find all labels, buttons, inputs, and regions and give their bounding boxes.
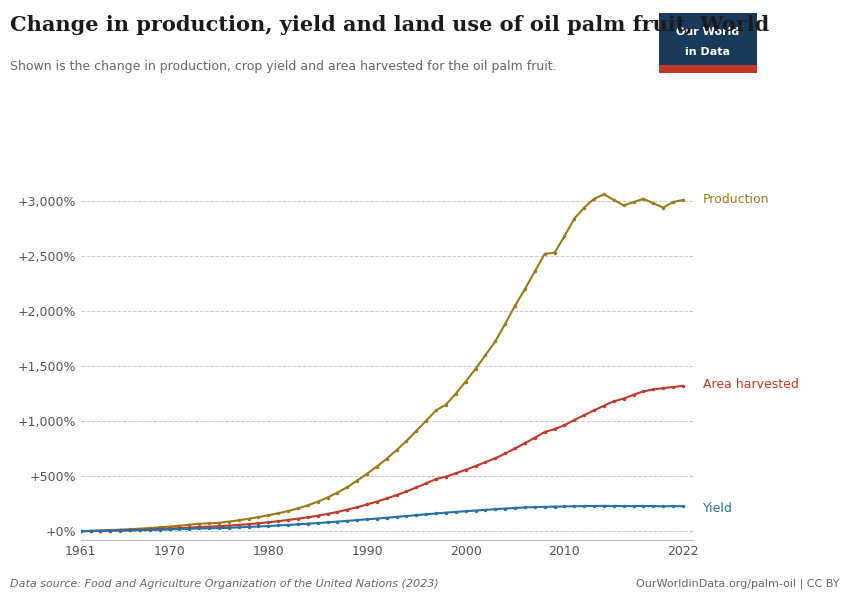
- Text: Yield: Yield: [703, 502, 733, 515]
- Text: Our World: Our World: [676, 28, 740, 37]
- Text: Shown is the change in production, crop yield and area harvested for the oil pal: Shown is the change in production, crop …: [10, 60, 557, 73]
- Text: Data source: Food and Agriculture Organization of the United Nations (2023): Data source: Food and Agriculture Organi…: [10, 579, 439, 589]
- Text: OurWorldinData.org/palm-oil | CC BY: OurWorldinData.org/palm-oil | CC BY: [637, 578, 840, 589]
- Text: in Data: in Data: [685, 47, 730, 57]
- Bar: [659, 65, 756, 73]
- Text: Production: Production: [703, 193, 769, 206]
- Text: Area harvested: Area harvested: [703, 378, 798, 391]
- Text: Change in production, yield and land use of oil palm fruit, World: Change in production, yield and land use…: [10, 15, 769, 35]
